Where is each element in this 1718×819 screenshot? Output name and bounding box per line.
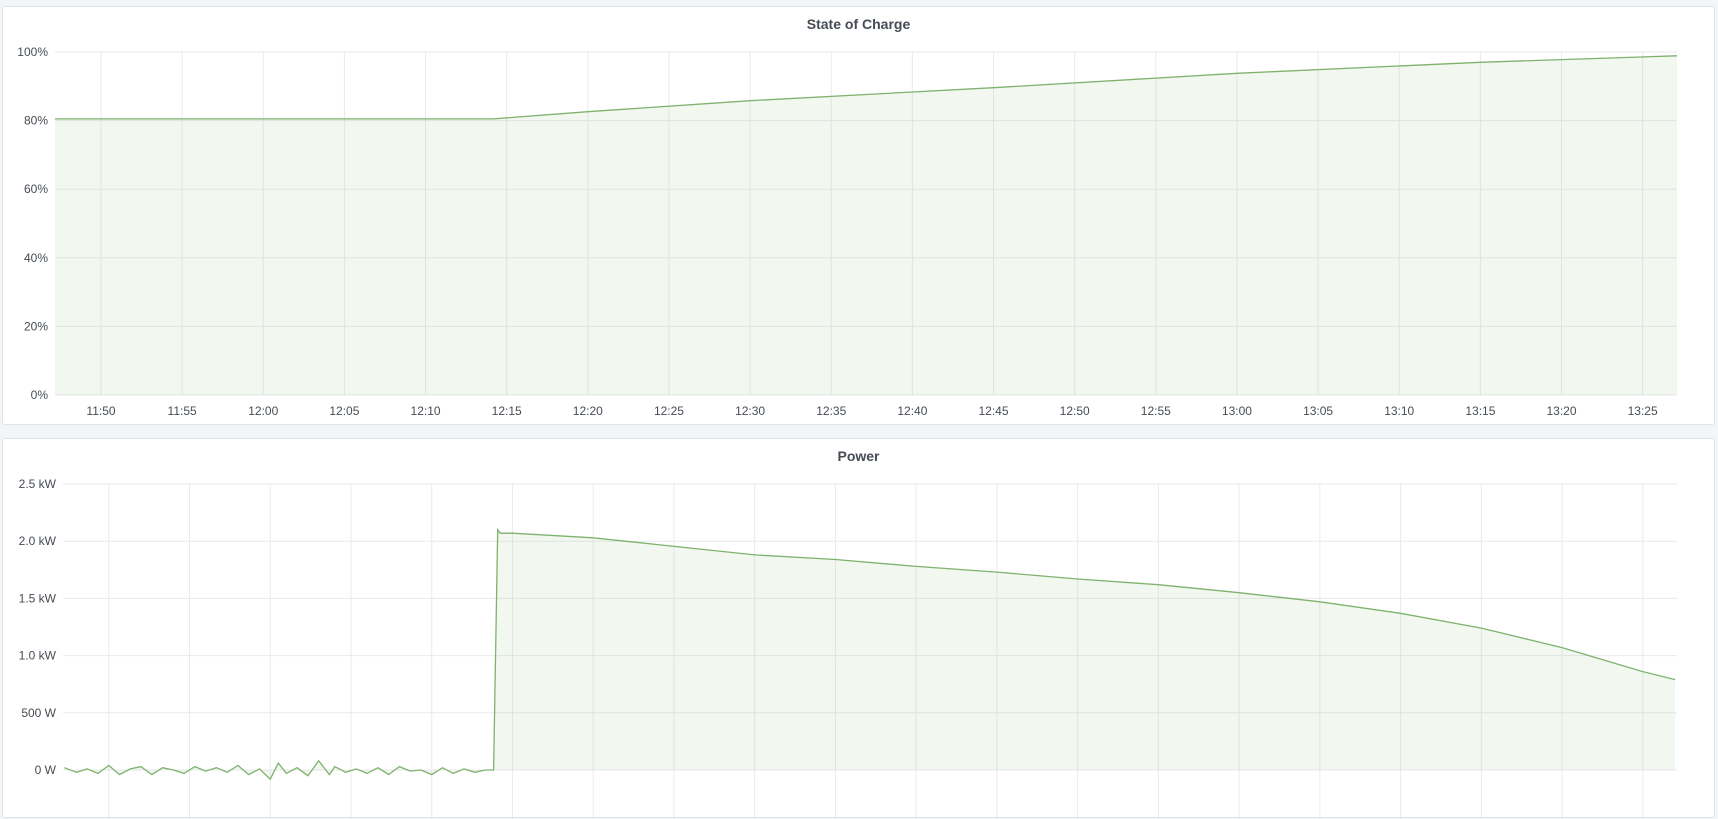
y-tick-label: 1.0 kW [19, 649, 57, 663]
series-area-fill [55, 56, 1677, 395]
state-of-charge-chart: 0% 20% 40% 60% 80% 100% 11:50 11:55 12:00 12:05 12… [3, 7, 1716, 426]
x-tick-label: 11:50 [86, 404, 115, 418]
y-tick-label: 2.0 kW [19, 534, 57, 548]
y-tick-label: 100% [17, 45, 48, 59]
y-tick-label: 0 W [35, 763, 57, 777]
x-tick-label: 12:50 [1060, 404, 1090, 418]
x-tick-label: 13:15 [1465, 404, 1495, 418]
x-tick-label: 11:55 [168, 404, 197, 418]
series-area-fill [64, 530, 1675, 779]
y-tick-label: 2.5 kW [19, 477, 57, 491]
y-tick-label: 20% [24, 319, 48, 333]
power-chart: 0 W 500 W 1.0 kW 1.5 kW 2.0 kW 2.5 kW [3, 439, 1716, 819]
x-tick-label: 12:05 [329, 404, 359, 418]
y-tick-label: 500 W [21, 706, 56, 720]
x-tick-label: 12:30 [735, 404, 765, 418]
x-tick-label: 12:25 [654, 404, 684, 418]
y-tick-label: 60% [24, 182, 48, 196]
x-tick-label: 12:20 [573, 404, 603, 418]
y-tick-label: 40% [24, 251, 48, 265]
x-tick-label: 13:20 [1546, 404, 1576, 418]
x-tick-label: 12:45 [979, 404, 1009, 418]
x-tick-label: 13:05 [1303, 404, 1333, 418]
x-tick-label: 13:00 [1222, 404, 1252, 418]
x-tick-label: 13:10 [1384, 404, 1414, 418]
x-tick-label: 12:40 [897, 404, 927, 418]
x-tick-label: 12:55 [1141, 404, 1171, 418]
y-tick-label: 80% [24, 114, 48, 128]
x-tick-label: 12:15 [492, 404, 522, 418]
x-tick-label: 12:35 [816, 404, 846, 418]
y-tick-label: 1.5 kW [19, 591, 57, 605]
x-tick-label: 12:10 [411, 404, 441, 418]
y-tick-label: 0% [31, 388, 49, 402]
x-tick-label: 12:00 [248, 404, 278, 418]
x-tick-label: 13:25 [1628, 404, 1658, 418]
